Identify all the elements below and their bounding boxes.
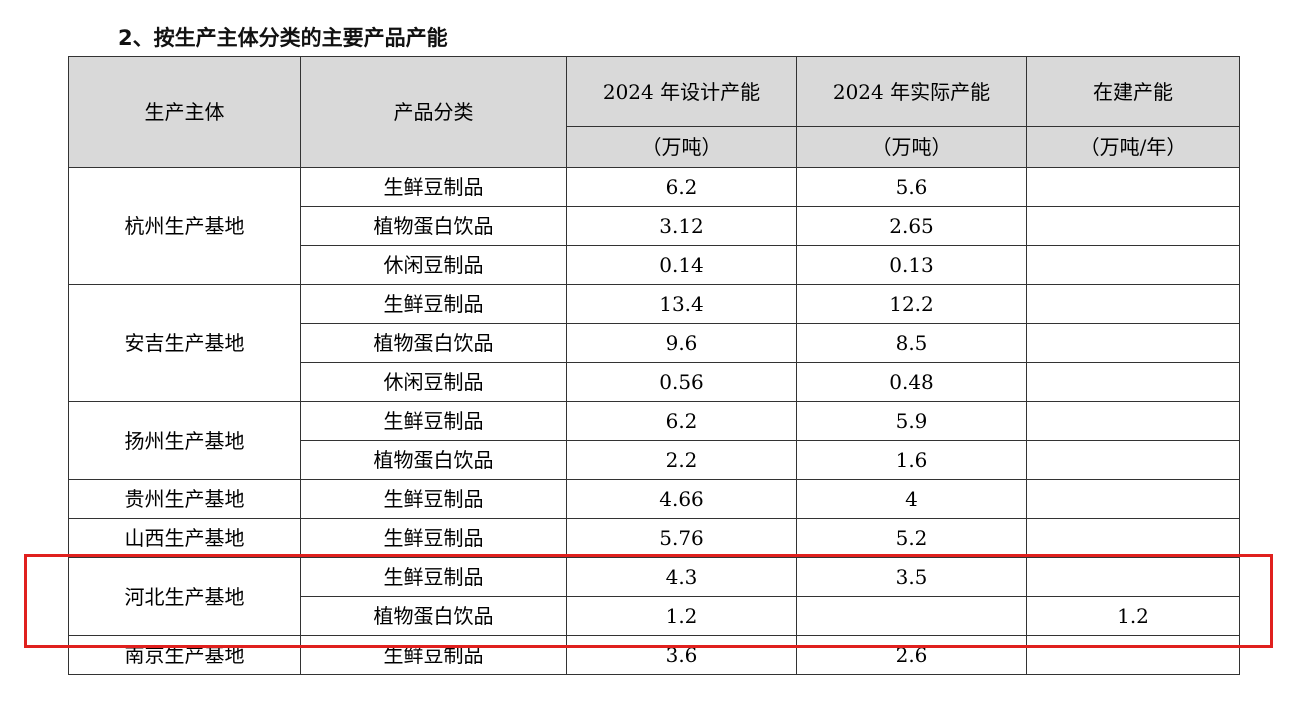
actual-capacity-cell: 0.13 [796,245,1027,285]
design-capacity-cell: 0.14 [566,245,797,285]
production-base-cell: 安吉生产基地 [68,284,301,402]
category-cell: 生鲜豆制品 [300,635,567,675]
table-row: 河北生产基地 生鲜豆制品 4.3 3.5 [68,557,1240,636]
design-capacity-cell: 0.56 [566,362,797,402]
actual-capacity-cell: 2.6 [796,635,1027,675]
actual-capacity-cell: 12.2 [796,284,1027,324]
design-capacity-cell: 6.2 [566,167,797,207]
category-cell: 植物蛋白饮品 [300,206,567,246]
building-capacity-cell [1026,401,1240,441]
table-row: 扬州生产基地 生鲜豆制品 6.2 5.9 [68,401,1240,480]
header-design-capacity: 2024 年设计产能 [566,56,797,127]
header-building-unit: （万吨/年） [1026,126,1240,168]
actual-capacity-cell: 1.6 [796,440,1027,480]
actual-capacity-cell: 8.5 [796,323,1027,363]
design-capacity-cell: 5.76 [566,518,797,558]
building-capacity-cell [1026,245,1240,285]
design-capacity-cell: 13.4 [566,284,797,324]
building-capacity-cell [1026,206,1240,246]
design-capacity-cell: 3.12 [566,206,797,246]
capacity-table: 生产主体 产品分类 2024 年设计产能 2024 年实际产能 在建产能 （万吨… [68,56,1240,675]
table-body: 杭州生产基地 生鲜豆制品 6.2 5.6 植物蛋白饮品 3.12 2.65 休闲豆制品 0.14… [68,167,1240,675]
header-actual-capacity: 2024 年实际产能 [796,56,1027,127]
table-row: 休闲豆制品 0.56 0.48 [69,362,1240,402]
actual-capacity-cell: 5.6 [796,167,1027,207]
actual-capacity-cell: 5.9 [796,401,1027,441]
table-row: 贵州生产基地 生鲜豆制品 4.66 4 [68,479,1240,519]
category-cell: 生鲜豆制品 [300,167,567,207]
building-capacity-cell [1026,479,1240,519]
production-base-cell: 杭州生产基地 [68,167,301,285]
building-capacity-cell [1026,167,1240,207]
actual-capacity-cell [796,596,1027,636]
building-capacity-cell [1026,362,1240,402]
production-base-cell: 山西生产基地 [68,518,301,558]
building-capacity-cell [1026,323,1240,363]
header-actual-unit: （万吨） [796,126,1027,168]
design-capacity-cell: 2.2 [566,440,797,480]
table-row: 植物蛋白饮品 3.12 2.65 [69,206,1240,246]
category-cell: 休闲豆制品 [300,245,567,285]
actual-capacity-cell: 2.65 [796,206,1027,246]
category-cell: 生鲜豆制品 [300,284,567,324]
actual-capacity-cell: 3.5 [796,557,1027,597]
section-title: 2、按生产主体分类的主要产品产能 [118,26,448,50]
actual-capacity-cell: 0.48 [796,362,1027,402]
design-capacity-cell: 6.2 [566,401,797,441]
design-capacity-cell: 9.6 [566,323,797,363]
building-capacity-cell [1026,557,1240,597]
design-capacity-cell: 4.3 [566,557,797,597]
category-cell: 生鲜豆制品 [300,518,567,558]
table-row: 休闲豆制品 0.14 0.13 [69,245,1240,285]
table-row: 杭州生产基地 生鲜豆制品 6.2 5.6 [68,167,1240,285]
building-capacity-cell: 1.2 [1026,596,1240,636]
category-cell: 生鲜豆制品 [300,479,567,519]
header-building-capacity: 在建产能 [1026,56,1240,127]
table-row: 植物蛋白饮品 1.2 1.2 [69,596,1240,636]
production-base-cell: 南京生产基地 [68,635,301,675]
table-row: 山西生产基地 生鲜豆制品 5.76 5.2 [68,518,1240,558]
category-cell: 休闲豆制品 [300,362,567,402]
design-capacity-cell: 4.66 [566,479,797,519]
category-cell: 生鲜豆制品 [300,557,567,597]
header-design-unit: （万吨） [566,126,797,168]
header-category: 产品分类 [300,56,567,168]
category-cell: 植物蛋白饮品 [300,440,567,480]
building-capacity-cell [1026,440,1240,480]
actual-capacity-cell: 4 [796,479,1027,519]
production-base-cell: 河北生产基地 [68,557,301,636]
building-capacity-cell [1026,518,1240,558]
table-row: 植物蛋白饮品 2.2 1.6 [69,440,1240,480]
category-cell: 植物蛋白饮品 [300,596,567,636]
table-row: 安吉生产基地 生鲜豆制品 13.4 12.2 [68,284,1240,402]
production-base-cell: 扬州生产基地 [68,401,301,480]
table-row: 植物蛋白饮品 9.6 8.5 [69,323,1240,363]
category-cell: 植物蛋白饮品 [300,323,567,363]
design-capacity-cell: 3.6 [566,635,797,675]
category-cell: 生鲜豆制品 [300,401,567,441]
production-base-cell: 贵州生产基地 [68,479,301,519]
header-entity: 生产主体 [68,56,301,168]
building-capacity-cell [1026,284,1240,324]
table-row: 南京生产基地 生鲜豆制品 3.6 2.6 [68,635,1240,675]
building-capacity-cell [1026,635,1240,675]
design-capacity-cell: 1.2 [566,596,797,636]
actual-capacity-cell: 5.2 [796,518,1027,558]
